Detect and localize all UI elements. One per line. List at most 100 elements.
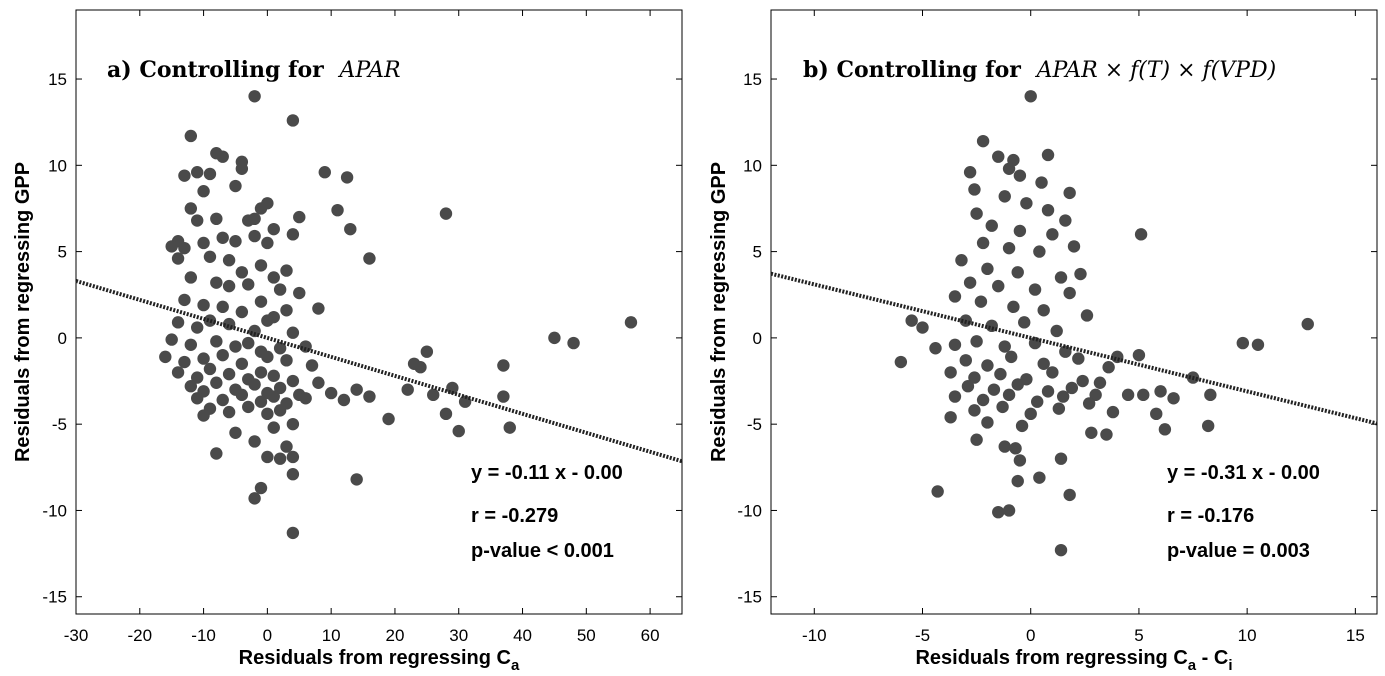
data-point: [261, 197, 274, 210]
data-point: [944, 411, 957, 424]
data-point: [1063, 286, 1076, 300]
data-point: [427, 388, 440, 402]
y-axis-label-b: Residuals from regressing GPP: [708, 162, 730, 462]
data-point: [254, 481, 268, 495]
data-point: [970, 433, 983, 446]
data-point: [1080, 309, 1094, 322]
data-point: [337, 393, 351, 407]
data-point: [948, 390, 962, 403]
data-point: [1100, 428, 1113, 441]
panel-title-b-prefix: b) Controlling for: [803, 57, 1021, 83]
data-point: [267, 369, 280, 383]
data-point: [1013, 169, 1027, 182]
data-point: [1085, 426, 1098, 439]
data-point: [1076, 374, 1089, 388]
data-point: [216, 300, 229, 314]
x-tick-label: 5: [1134, 626, 1143, 645]
x-tick-label: -20: [128, 626, 153, 645]
data-point: [1059, 345, 1072, 358]
y-tick-label: -10: [737, 501, 762, 520]
data-point: [242, 278, 255, 291]
data-point: [1013, 454, 1027, 467]
data-point: [324, 386, 338, 400]
data-point: [955, 254, 968, 267]
data-point: [216, 231, 229, 244]
x-tick-label: 15: [1346, 626, 1365, 645]
data-point: [987, 383, 1001, 396]
data-point: [216, 393, 229, 407]
data-point: [350, 473, 363, 486]
data-point: [968, 183, 981, 196]
data-point: [197, 185, 210, 198]
data-point: [222, 254, 236, 267]
data-point: [254, 366, 268, 379]
data-point: [1015, 419, 1029, 433]
x-tick-label: 10: [1238, 626, 1257, 645]
data-point: [203, 250, 217, 263]
data-point: [178, 241, 191, 255]
data-point: [235, 162, 249, 175]
data-point: [222, 405, 236, 419]
plot-frame-b: [770, 9, 1378, 615]
data-point: [191, 321, 204, 334]
data-point: [254, 295, 268, 308]
data-point: [273, 283, 287, 296]
scatter-panel-a: -30 -20 -10 0 10 20 30 40 50 60 -15 -10 -5 0 5 10 15 a)…: [12, 9, 683, 674]
data-point: [331, 203, 344, 217]
data-point: [1106, 405, 1120, 419]
data-point: [976, 236, 990, 250]
data-point: [248, 90, 261, 103]
data-point: [1011, 378, 1024, 391]
data-point: [1052, 402, 1066, 415]
x-ticks-b: -10 -5 0 5 10 15: [802, 10, 1365, 645]
data-point: [178, 169, 191, 182]
data-point: [968, 404, 981, 417]
data-point: [1050, 324, 1063, 338]
data-point: [184, 338, 198, 351]
data-point: [184, 202, 198, 215]
data-point: [968, 371, 981, 384]
data-point: [254, 395, 268, 408]
data-point: [350, 383, 363, 396]
stat-r-b: r = -0.176: [1167, 505, 1254, 527]
y-axis-label-a: Residuals from regressing GPP: [12, 162, 34, 462]
data-point: [916, 321, 929, 334]
y-tick-label: 5: [753, 243, 762, 262]
data-point: [261, 407, 274, 421]
panel-title-a: a) Controlling for APAR: [107, 57, 401, 83]
data-point: [1204, 388, 1217, 402]
data-point: [414, 361, 427, 374]
data-point: [197, 236, 210, 250]
data-point: [961, 380, 975, 393]
fit-line-a: [75, 279, 683, 464]
data-point: [178, 293, 191, 307]
stat-equation-a: y = -0.11 x - 0.00: [471, 462, 623, 484]
fit-line-b: [770, 271, 1378, 426]
data-point: [210, 376, 223, 389]
data-point: [171, 252, 185, 265]
x-axis-label-b-sub2: i: [1228, 657, 1232, 674]
data-point: [197, 298, 210, 312]
data-point: [280, 264, 293, 277]
data-point: [959, 354, 972, 367]
data-point: [210, 335, 223, 348]
data-point: [998, 440, 1011, 453]
data-point: [286, 526, 300, 540]
data-point: [974, 295, 988, 308]
x-tick-label: -30: [64, 626, 89, 645]
plot-frame-a: [75, 9, 683, 615]
data-point: [261, 450, 274, 464]
data-point: [420, 345, 434, 358]
data-point: [1054, 271, 1068, 284]
data-point: [229, 340, 242, 353]
stat-pvalue-b: p-value = 0.003: [1167, 540, 1310, 562]
data-point: [248, 435, 261, 448]
data-point: [985, 219, 998, 232]
data-point: [1056, 390, 1070, 403]
data-point: [1002, 162, 1016, 175]
x-ticks-a: -30 -20 -10 0 10 20 30 40 50 60: [64, 10, 660, 645]
data-point: [1033, 471, 1046, 484]
data-point: [191, 392, 204, 405]
data-point: [998, 340, 1011, 353]
data-point: [1046, 366, 1059, 379]
